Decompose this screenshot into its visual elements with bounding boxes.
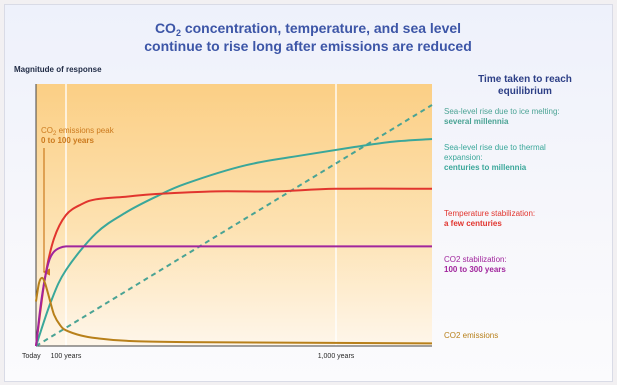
right-label-0-line-0: Sea-level rise due to ice melting: bbox=[444, 107, 560, 116]
right-label-1-value: centuries to millennia bbox=[444, 163, 527, 172]
x-tick-label-0: Today bbox=[22, 353, 41, 360]
x-tick-labels: Today 100 years 1,000 years bbox=[22, 353, 355, 360]
peak-annotation-line2: 0 to 100 years bbox=[41, 136, 94, 145]
right-label-1-line-0: Sea-level rise due to thermal bbox=[444, 143, 546, 152]
chart-title-line1: CO2 concentration, temperature, and sea … bbox=[155, 20, 461, 38]
right-label-2-value: a few centuries bbox=[444, 219, 502, 228]
series-line-4 bbox=[35, 276, 433, 345]
series-layer bbox=[35, 104, 433, 347]
x-tick-label-1: 100 years bbox=[51, 353, 82, 360]
right-side-labels: Sea-level rise due to ice melting:severa… bbox=[444, 107, 560, 340]
equilibrium-heading-line2: equilibrium bbox=[498, 86, 552, 97]
right-label-2-line-0: Temperature stabilization: bbox=[444, 209, 535, 218]
series-line-3 bbox=[35, 245, 432, 347]
series-line-1 bbox=[35, 138, 433, 347]
series-line-2 bbox=[35, 187, 433, 347]
right-label-3-line-0: CO2 stabilization: bbox=[444, 255, 507, 264]
x-tick-label-2: 1,000 years bbox=[318, 353, 355, 360]
right-label-4-line-0: CO2 emissions bbox=[444, 331, 498, 340]
right-label-1-line-1: expansion: bbox=[444, 153, 483, 162]
y-axis-label: Magnitude of response bbox=[14, 65, 102, 74]
right-label-0-value: several millennia bbox=[444, 117, 509, 126]
chart-title-line2: continue to rise long after emissions ar… bbox=[144, 38, 472, 54]
plot-background bbox=[36, 84, 432, 346]
right-label-3-value: 100 to 300 years bbox=[444, 265, 506, 274]
peak-annotation-line1: CO2 emissions peak bbox=[41, 126, 115, 137]
equilibrium-heading-line1: Time taken to reach bbox=[478, 74, 572, 85]
